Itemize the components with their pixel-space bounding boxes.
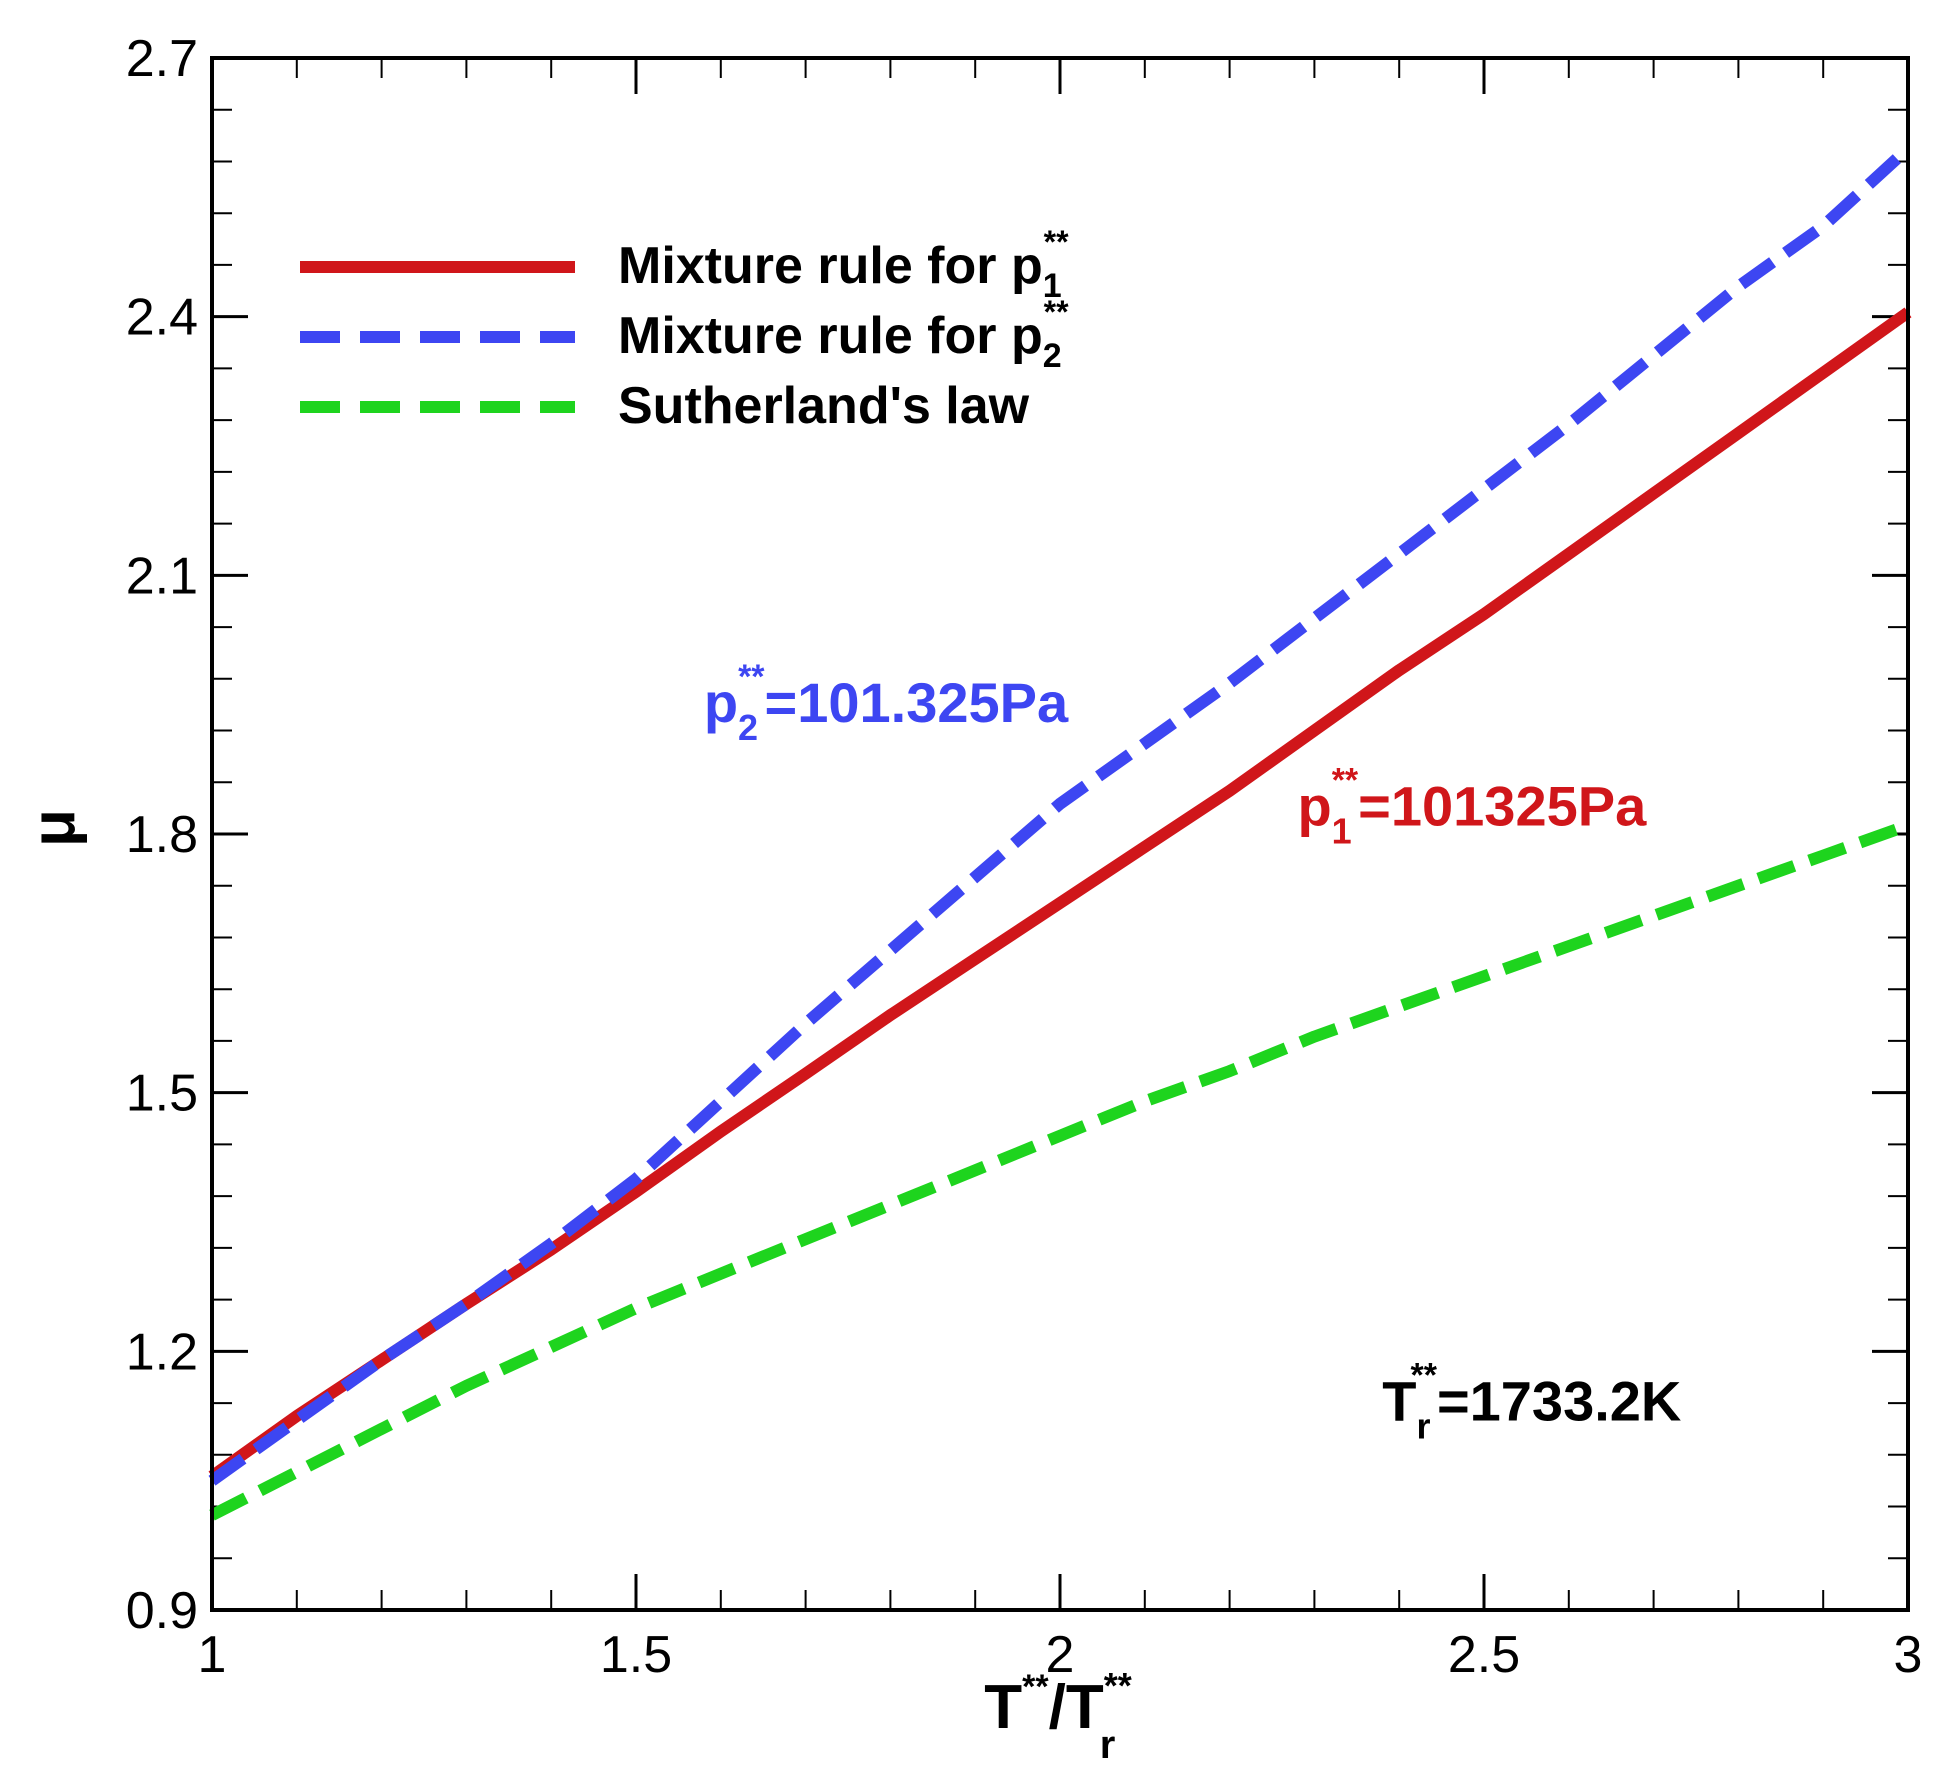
annotation-tr: Tr **=1733.2K [1382, 1356, 1681, 1446]
x-axis-title-sub: r [1100, 1723, 1116, 1767]
annotation-base: p [1297, 774, 1331, 837]
annotation-sup: ** [1410, 1356, 1437, 1394]
x-tick-label: 3 [1894, 1626, 1923, 1684]
x-tick-label: 1 [198, 1626, 227, 1684]
annotation-p1: p1 **=101325Pa [1297, 761, 1647, 851]
annotation-sup: ** [1332, 761, 1359, 799]
y-axis-title: μ [19, 809, 88, 847]
legend: Mixture rule for p1**Mixture rule for p2… [300, 224, 1069, 435]
annotation-text: =101.325Pa [765, 671, 1069, 734]
legend-label-sub: 2 [1043, 337, 1062, 375]
y-tick-label: 1.2 [126, 1323, 198, 1381]
annotation-text: =1733.2K [1437, 1369, 1681, 1432]
y-tick-label: 1.8 [126, 806, 198, 864]
annotation-p2: p2 **=101.325Pa [704, 658, 1069, 748]
series-line-0 [208, 307, 1912, 1482]
series-layer [208, 144, 1913, 1521]
x-tick-labels: 1 1.5 2 2.5 3 [198, 1626, 1923, 1684]
y-tick-label: 2.1 [126, 547, 198, 605]
x-tick-label: 2.5 [1448, 1626, 1520, 1684]
x-tick-label: 2 [1046, 1626, 1075, 1684]
minor-ticks [212, 58, 1908, 1610]
legend-label-text: Mixture rule for p [618, 237, 1043, 295]
series-line-1 [208, 144, 1913, 1486]
plot-frame [210, 56, 1910, 1612]
y-tick-label: 0.9 [126, 1582, 198, 1640]
legend-label-sup: ** [1044, 294, 1069, 330]
legend-label-0: Mixture rule for p1 ** [618, 224, 1069, 305]
legend-label-2: Sutherland's law [618, 377, 1030, 435]
y-tick-label: 2.4 [126, 289, 198, 347]
x-axis-title-sup2: ** [1104, 1665, 1132, 1706]
legend-label-text: Sutherland's law [618, 377, 1030, 435]
annotation-base: p [704, 671, 738, 734]
x-axis-title-main: T [984, 1673, 1022, 1742]
annotation-base: T [1382, 1369, 1416, 1432]
x-axis-title-sup: ** [1022, 1668, 1049, 1706]
annotation-text: =101325Pa [1358, 774, 1647, 837]
annotation-sub: 1 [1332, 810, 1352, 851]
x-axis-title-slash: /T [1049, 1673, 1104, 1742]
x-axis-title: T**/T** r [984, 1665, 1131, 1767]
legend-label-sub: 1 [1043, 267, 1062, 305]
legend-label-text: Mixture rule for p [618, 307, 1043, 365]
legend-label-1: Mixture rule for p2 ** [618, 294, 1069, 375]
series-line-2 [209, 819, 1911, 1521]
annotation-sup: ** [738, 658, 765, 696]
y-tick-label: 1.5 [126, 1065, 198, 1123]
y-tick-labels: 0.9 1.2 1.5 1.8 2.1 2.4 2.7 [126, 30, 198, 1640]
legend-label-sup: ** [1044, 224, 1069, 260]
annotation-sub: r [1416, 1405, 1430, 1446]
y-tick-label: 2.7 [126, 30, 198, 88]
annotation-sub: 2 [738, 707, 758, 748]
x-tick-label: 1.5 [600, 1626, 672, 1684]
